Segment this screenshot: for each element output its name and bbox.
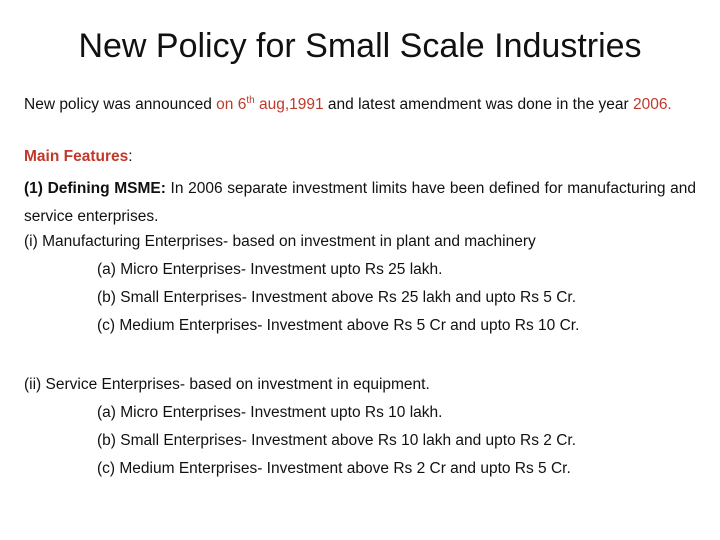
definition-paragraph: (1) Defining MSME: In 2006 separate inve… [24, 175, 696, 231]
date-prefix: on 6 [216, 96, 247, 113]
manufacturing-item-medium: (c) Medium Enterprises- Investment above… [97, 317, 580, 334]
intro-text-part2: and latest amendment was done in the yea… [323, 96, 633, 113]
manufacturing-item-small: (b) Small Enterprises- Investment above … [97, 289, 576, 306]
date-suffix: aug,1991 [254, 96, 324, 113]
definition-text: In 2006 separate investment limits have … [24, 180, 696, 225]
main-features-label: Main Features [24, 148, 129, 165]
service-heading: (ii) Service Enterprises- based on inves… [24, 376, 430, 393]
service-item-medium: (c) Medium Enterprises- Investment above… [97, 460, 571, 477]
slide-title: New Policy for Small Scale Industries [78, 27, 642, 65]
manufacturing-heading: (i) Manufacturing Enterprises- based on … [24, 233, 536, 250]
definition-label: (1) Defining MSME: [24, 180, 166, 197]
announcement-date: on 6th aug,1991 [216, 94, 324, 113]
service-item-micro: (a) Micro Enterprises- Investment upto R… [97, 404, 443, 421]
amendment-year: 2006. [632, 96, 672, 113]
service-item-small: (b) Small Enterprises- Investment above … [97, 432, 576, 449]
intro-paragraph: New policy was announced on 6th aug,1991… [24, 92, 696, 118]
main-features-heading: Main Features: [24, 144, 133, 170]
intro-text-part1: New policy was announced [24, 96, 217, 113]
main-features-colon: : [128, 148, 133, 165]
date-superscript: th [246, 94, 255, 106]
manufacturing-item-micro: (a) Micro Enterprises- Investment upto R… [97, 261, 443, 278]
